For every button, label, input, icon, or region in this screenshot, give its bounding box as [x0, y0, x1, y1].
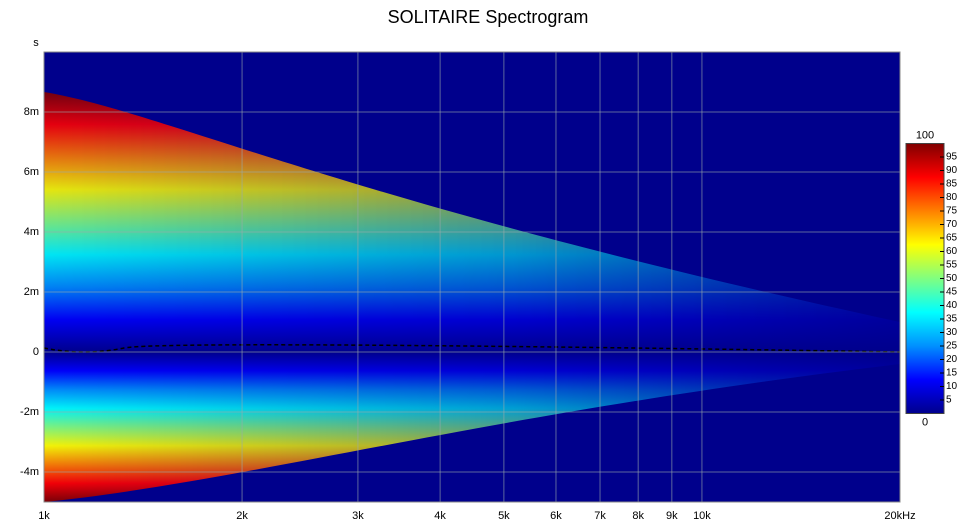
- x-tick-label: 1k: [38, 510, 50, 522]
- colorbar-tick-label: 70: [946, 219, 958, 230]
- colorbar-tick-label: 75: [946, 206, 958, 217]
- x-tick-label: 3k: [352, 510, 364, 522]
- x-tick-label: 2k: [236, 510, 248, 522]
- y-tick-label: 2m: [24, 286, 39, 298]
- colorbar-tick-label: 55: [946, 260, 958, 271]
- x-tick-label: 5k: [498, 510, 510, 522]
- y-tick-label: 6m: [24, 166, 39, 178]
- axes: 1k 2k 3k 4k 5k 6k 7k 8k 9k 10k 20kHz -4m -2m 0 2m 4m 6m 8…: [20, 51, 958, 522]
- energy-fade: [44, 52, 900, 502]
- y-tick-label: 8m: [24, 106, 39, 118]
- y-tick-label: -4m: [20, 466, 39, 478]
- colorbar-tick-label: 85: [946, 179, 958, 190]
- colorbar-tick-label: 35: [946, 314, 958, 325]
- plot-frame: [43, 51, 901, 503]
- colorbar-tick-label: 10: [946, 381, 958, 392]
- colorbar-tick-label: 80: [946, 192, 958, 203]
- colorbar-tick-label: 100: [916, 129, 934, 141]
- colorbar-tick-label: 0: [922, 416, 928, 428]
- x-tick-label: 20kHz: [884, 510, 915, 522]
- colorbar-tick-label: 45: [946, 287, 958, 298]
- colorbar-tick-label: 95: [946, 152, 958, 163]
- colorbar-tick-label: 40: [946, 300, 958, 311]
- x-tick-label: 8k: [632, 510, 644, 522]
- colorbar-tick-label: 20: [946, 354, 958, 365]
- colorbar-tick-label: 60: [946, 246, 958, 257]
- chart-title: SOLITAIRE Spectrogram: [388, 7, 589, 27]
- colorbar-tick-label: 50: [946, 273, 958, 284]
- colorbar-tick-label: 90: [946, 165, 958, 176]
- y-axis-label: s: [33, 37, 39, 49]
- y-tick-label: 4m: [24, 226, 39, 238]
- x-tick-label: 9k: [666, 510, 678, 522]
- colorbar: [905, 143, 945, 414]
- colorbar-tick-label: 25: [946, 341, 958, 352]
- colorbar-tick-label: 5: [946, 395, 952, 406]
- colorbar-tick-label: 30: [946, 327, 958, 338]
- plot-area: [43, 52, 901, 502]
- x-tick-label: 10k: [693, 510, 711, 522]
- x-tick-label: 7k: [594, 510, 606, 522]
- x-tick-label: 4k: [434, 510, 446, 522]
- colorbar-tick-label: 65: [946, 233, 958, 244]
- y-tick-label: -2m: [20, 406, 39, 418]
- x-tick-label: 6k: [550, 510, 562, 522]
- y-tick-label: 0: [33, 346, 39, 358]
- colorbar-tick-label: 15: [946, 368, 958, 379]
